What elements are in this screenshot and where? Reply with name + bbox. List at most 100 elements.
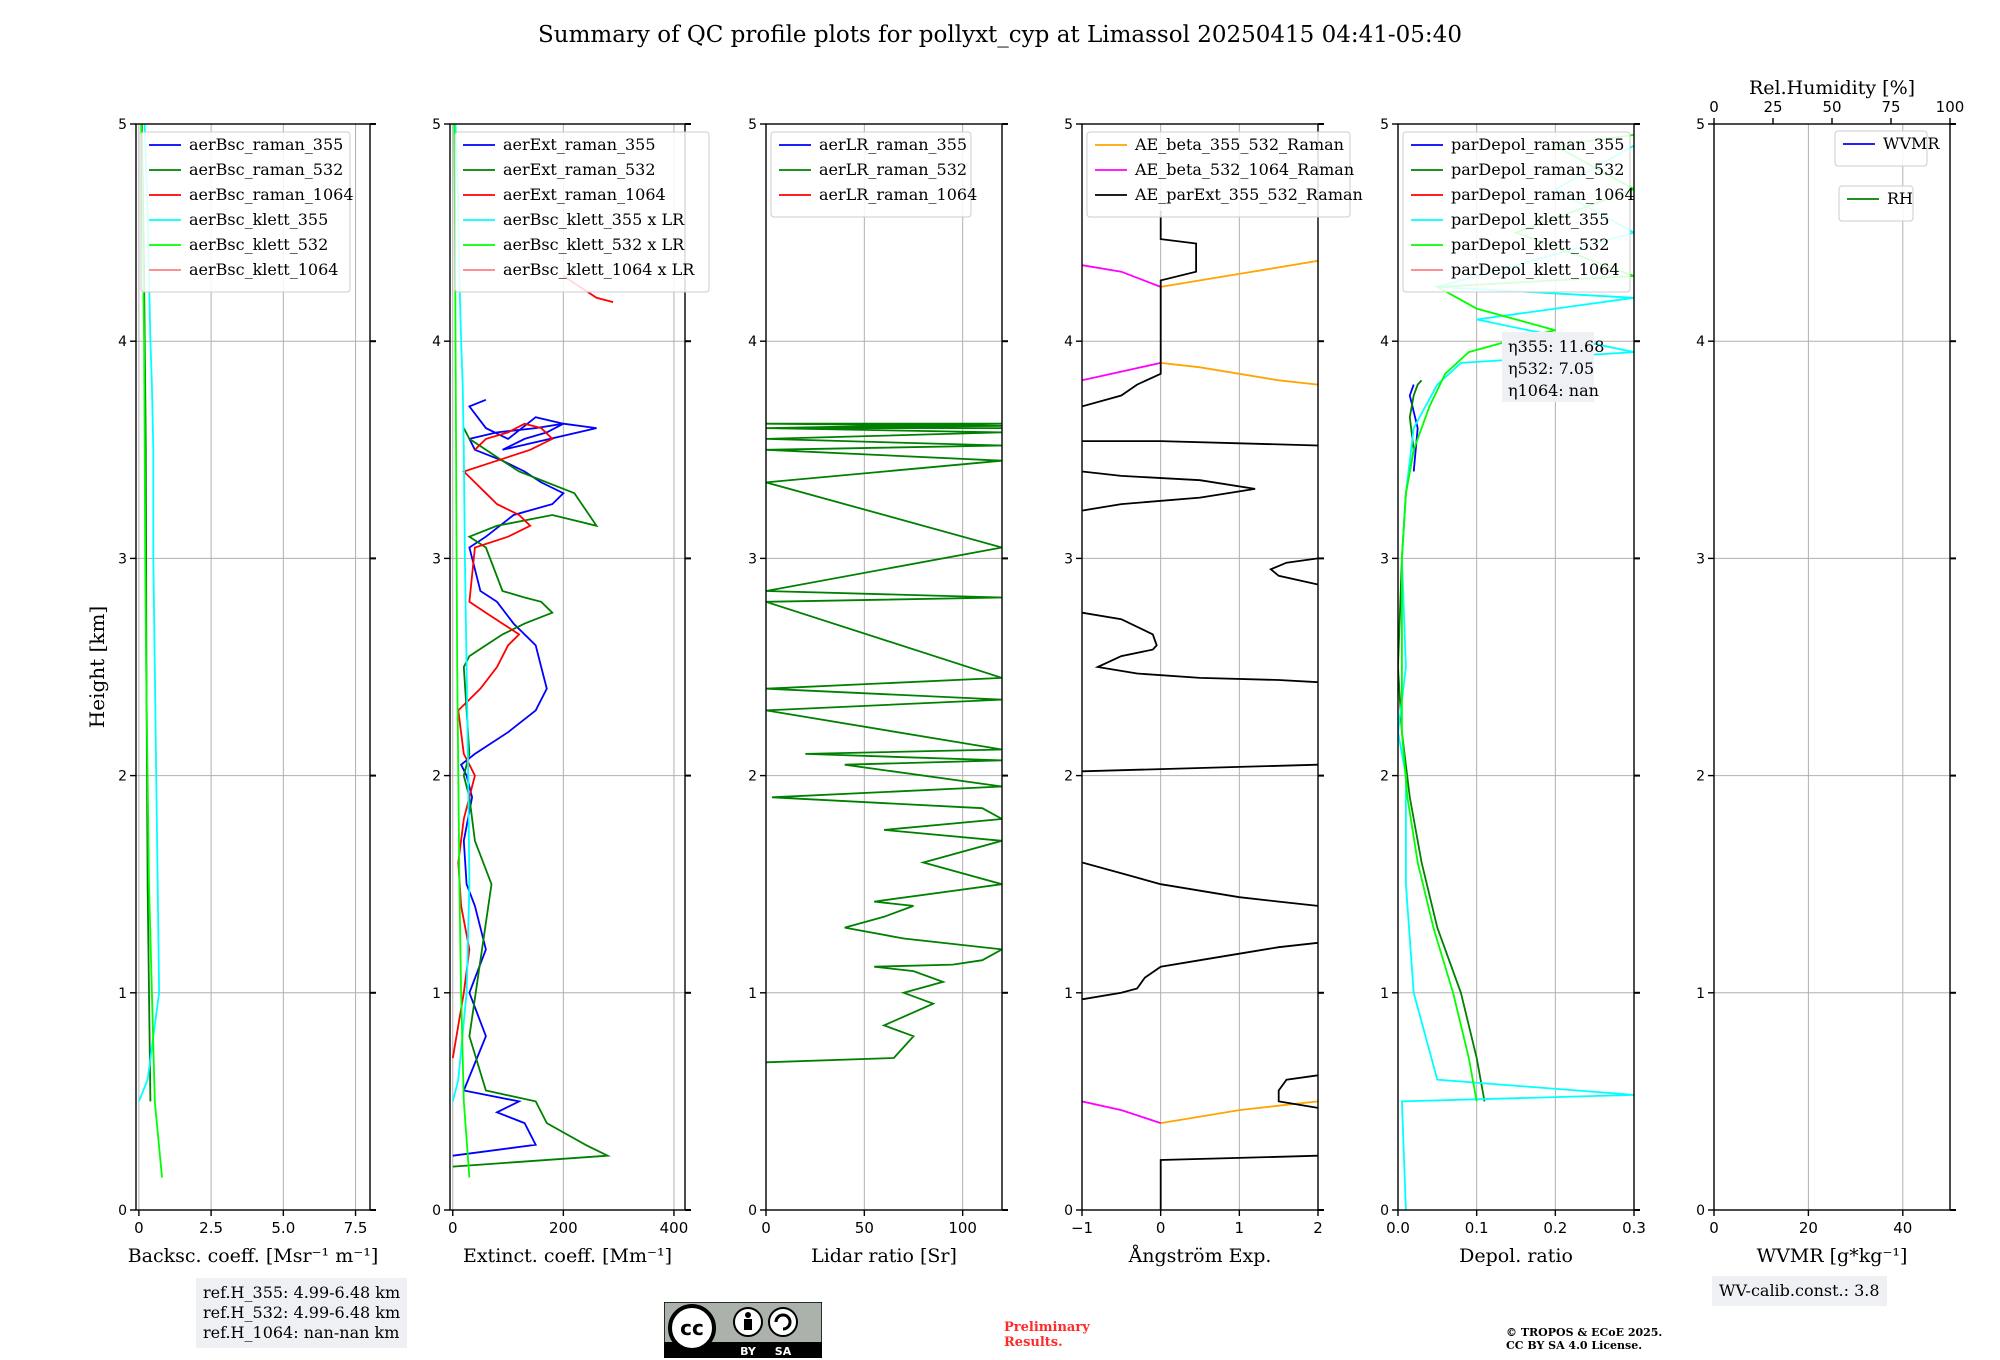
x-tick-label: 0 (761, 1219, 771, 1237)
y-tick-label: 3 (1696, 551, 1705, 567)
legend-entry: aerBsc_klett_355 (189, 210, 328, 229)
plot-area (451, 124, 614, 1178)
y-tick-label: 4 (1064, 334, 1073, 350)
reference-heights-box: ref.H_355: 4.99-6.48 km ref.H_532: 4.99-6… (196, 1278, 408, 1348)
axes-frame (1397, 123, 1635, 1211)
y-tick-label: 3 (118, 551, 127, 567)
x-tick-label: 2 (1313, 1219, 1323, 1237)
x-tick-label: 5.0 (271, 1219, 295, 1237)
legend-entry: aerLR_raman_532 (819, 160, 967, 179)
y-tick-label: 5 (118, 117, 127, 133)
legend-entry: aerLR_raman_355 (819, 135, 967, 154)
legend-entry: RH (1887, 189, 1913, 208)
legend-entry: AE_beta_355_532_Raman (1134, 135, 1344, 154)
axes-frame (1081, 123, 1319, 1211)
x-tick-label: 2.5 (199, 1219, 223, 1237)
cc-by-label: BY (740, 1345, 757, 1358)
series-line-pardepol-raman-532 (1398, 379, 1486, 1102)
x-axis-label: Lidar ratio [Sr] (811, 1245, 957, 1267)
y-tick-label: 4 (118, 334, 127, 350)
x-tick-label: 400 (660, 1219, 689, 1237)
legend-box (770, 131, 972, 218)
eta-annotation-box (1502, 332, 1594, 402)
series-line-ae-parext-355-532-raman-f (1082, 611, 1318, 684)
x-axis-label: Backsc. coeff. [Msr⁻¹ m⁻¹] (128, 1245, 379, 1267)
y-tick-label: 5 (1696, 117, 1705, 133)
series-line-ae-parext-355-532-raman-h (1082, 470, 1256, 512)
x-tick-label: 0.0 (1386, 1219, 1410, 1237)
eta-annotation-line: η355: 11.68 (1508, 337, 1604, 356)
x-axis-label: Ångström Exp. (1128, 1245, 1272, 1267)
x-tick-label: −1 (1071, 1219, 1093, 1237)
top-x-axis-label: Rel.Humidity [%] (1749, 77, 1915, 99)
legend-box (1834, 130, 1928, 167)
y-tick-label: 2 (1696, 769, 1705, 785)
x-tick-label: 0.3 (1622, 1219, 1646, 1237)
copyright-line-1: © TROPOS & ECoE 2025. (1506, 1326, 1663, 1339)
legend-entry: aerBsc_klett_532 x LR (503, 235, 685, 254)
plot-area (766, 422, 1002, 1064)
series-line-pardepol-klett-355 (1398, 144, 1634, 1210)
y-tick-label: 4 (1380, 334, 1389, 350)
legend-entry: aerBsc_klett_1064 (189, 260, 338, 279)
legend-box (140, 131, 351, 293)
series-line-pardepol-raman-355 (1408, 384, 1419, 472)
y-tick-label: 3 (748, 551, 757, 567)
series-line-ae-parext-355-532-raman-j (1082, 210, 1197, 408)
legend-entry: parDepol_klett_1064 (1451, 260, 1620, 279)
legend-entry: parDepol_raman_532 (1451, 160, 1624, 179)
y-tick-label: 2 (748, 769, 757, 785)
y-tick-label: 4 (1696, 334, 1705, 350)
legend-entry: parDepol_raman_1064 (1451, 185, 1635, 204)
y-tick-label: 1 (432, 986, 441, 1002)
x-tick-label: 0.2 (1543, 1219, 1567, 1237)
copyright-line-2: CC BY SA 4.0 License. (1506, 1339, 1643, 1352)
x-tick-label: 0 (1709, 1219, 1719, 1237)
y-tick-label: 4 (748, 334, 757, 350)
series-line-ae-parext-355-532-raman (1159, 1154, 1318, 1210)
legend-entry: aerBsc_klett_1064 x LR (503, 260, 695, 279)
legend-box (1086, 131, 1351, 218)
series-line-ae-parext-355-532-raman-g (1269, 557, 1318, 586)
x-axis-label: Depol. ratio (1459, 1245, 1573, 1267)
y-tick-label: 5 (1380, 117, 1389, 133)
y-tick-label: 3 (432, 551, 441, 567)
series-line-ae-parext-355-532-raman-d (1082, 861, 1318, 907)
y-tick-label: 1 (748, 986, 757, 1002)
plot-area (1398, 134, 1634, 1210)
series-line-aerlr-raman-532 (766, 422, 1002, 1064)
series-line-ae-parext-355-532-raman-i (1082, 440, 1318, 447)
eta-annotation-line: η532: 7.05 (1508, 359, 1594, 378)
axes-frame (449, 123, 686, 1211)
y-tick-label: 0 (1380, 1203, 1389, 1219)
preliminary-line-1: Preliminary (1004, 1320, 1090, 1335)
x-tick-label: 0.1 (1465, 1219, 1489, 1237)
preliminary-note: Preliminary Results. (1004, 1320, 1124, 1350)
top-x-tick-label: 75 (1881, 98, 1900, 116)
legend-entry: aerExt_raman_1064 (503, 185, 666, 204)
sa-share-icon (768, 1307, 798, 1337)
legend-entry: parDepol_raman_355 (1451, 135, 1624, 154)
x-tick-label: 0 (134, 1219, 144, 1237)
series-line-ae-beta-532-1064-raman-b (1082, 362, 1161, 382)
preliminary-line-2: Results. (1004, 1335, 1063, 1350)
x-axis-label: WVMR [g*kg⁻¹] (1757, 1245, 1908, 1267)
y-tick-label: 4 (432, 334, 441, 350)
series-line-ae-beta-532-1064-raman-c (1082, 264, 1162, 288)
panel-extinction: 0 1 2 3 4 5 0 200 400 Extinct. coeff. [Mm⁻¹] aerEx… (432, 117, 710, 1267)
y-tick-label: 5 (748, 117, 757, 133)
x-tick-label: 50 (855, 1219, 874, 1237)
legend-entry: aerBsc_raman_355 (189, 135, 343, 154)
legend-entry: aerBsc_raman_1064 (189, 185, 354, 204)
y-tick-label: 1 (118, 986, 127, 1002)
x-tick-label: 40 (1893, 1219, 1912, 1237)
y-tick-label: 0 (1064, 1203, 1073, 1219)
cc-by-sa-badge: cc BY SA (664, 1302, 822, 1358)
series-line-aerext-raman-1064 (451, 422, 554, 1059)
copyright-note: © TROPOS & ECoE 2025. CC BY SA 4.0 Licen… (1506, 1326, 1662, 1352)
y-tick-label: 1 (1380, 986, 1389, 1002)
legend-entry: WVMR (1883, 134, 1940, 153)
